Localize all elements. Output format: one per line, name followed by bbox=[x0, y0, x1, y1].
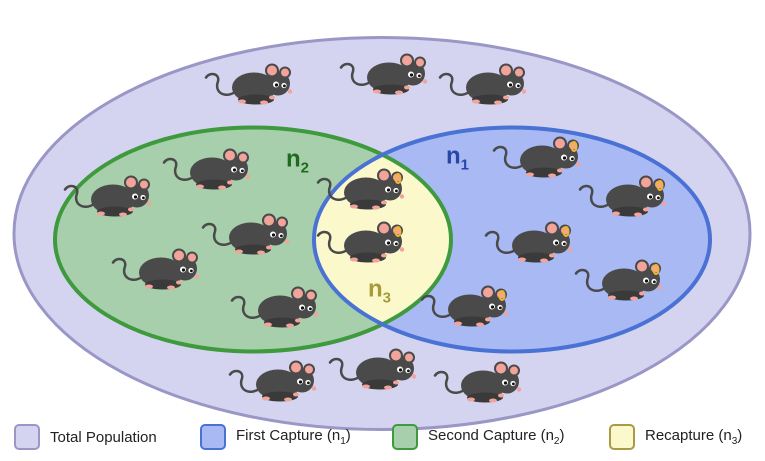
label-n2: n2 bbox=[286, 146, 309, 177]
mouse-outside-3 bbox=[228, 360, 317, 402]
mouse-second-capture-7 bbox=[162, 148, 251, 190]
mouse-outside-5 bbox=[433, 361, 522, 403]
second-capture-outline bbox=[53, 125, 453, 354]
mouse-second-capture-8 bbox=[201, 213, 290, 255]
legend-item-total-population: Total Population bbox=[14, 422, 157, 452]
mouse-second-capture-6 bbox=[63, 175, 152, 217]
first-capture-outline bbox=[312, 125, 712, 354]
mice-layer bbox=[63, 53, 667, 403]
legend: Total Population First Capture (n1) Seco… bbox=[0, 410, 765, 461]
legend-swatch-recapture bbox=[609, 424, 635, 450]
ear-tag-icon-11 bbox=[394, 173, 402, 184]
legend-label-first: First Capture (n1) bbox=[236, 427, 351, 447]
legend-swatch-first bbox=[200, 424, 226, 450]
ear-tag-icon-16 bbox=[652, 264, 660, 275]
mouse-outside-4 bbox=[328, 348, 417, 390]
mouse-recapture-12 bbox=[316, 221, 405, 263]
label-n1: n1 bbox=[446, 143, 469, 174]
ear-tag-icon-12 bbox=[394, 226, 402, 237]
legend-label-total: Total Population bbox=[50, 428, 157, 446]
legend-label-recapture: Recapture (n3) bbox=[645, 427, 743, 447]
legend-label-second: Second Capture (n2) bbox=[428, 427, 565, 447]
mouse-first-capture-14 bbox=[578, 175, 667, 217]
mouse-second-capture-10 bbox=[230, 286, 319, 328]
mouse-first-capture-17 bbox=[420, 285, 509, 327]
ear-tag-icon-15 bbox=[562, 226, 570, 237]
legend-item-second-capture: Second Capture (n2) bbox=[392, 422, 564, 452]
mouse-outside-1 bbox=[339, 53, 428, 95]
mouse-recapture-11 bbox=[316, 168, 405, 210]
mouse-outside-0 bbox=[204, 63, 293, 105]
mouse-first-capture-13 bbox=[492, 136, 581, 178]
label-n3: n3 bbox=[368, 276, 391, 307]
recapture-region bbox=[314, 127, 451, 352]
ear-tag-icon-13 bbox=[570, 141, 578, 152]
mouse-first-capture-16 bbox=[574, 259, 663, 301]
ear-tag-icon-17 bbox=[498, 290, 506, 301]
legend-swatch-total bbox=[14, 424, 40, 450]
mouse-first-capture-15 bbox=[484, 221, 573, 263]
legend-swatch-second bbox=[392, 424, 418, 450]
ear-tag-icon-14 bbox=[656, 180, 664, 191]
mouse-outside-2 bbox=[438, 63, 527, 105]
mouse-second-capture-9 bbox=[111, 248, 200, 290]
legend-item-first-capture: First Capture (n1) bbox=[200, 422, 351, 452]
legend-item-recapture: Recapture (n3) bbox=[609, 422, 742, 452]
